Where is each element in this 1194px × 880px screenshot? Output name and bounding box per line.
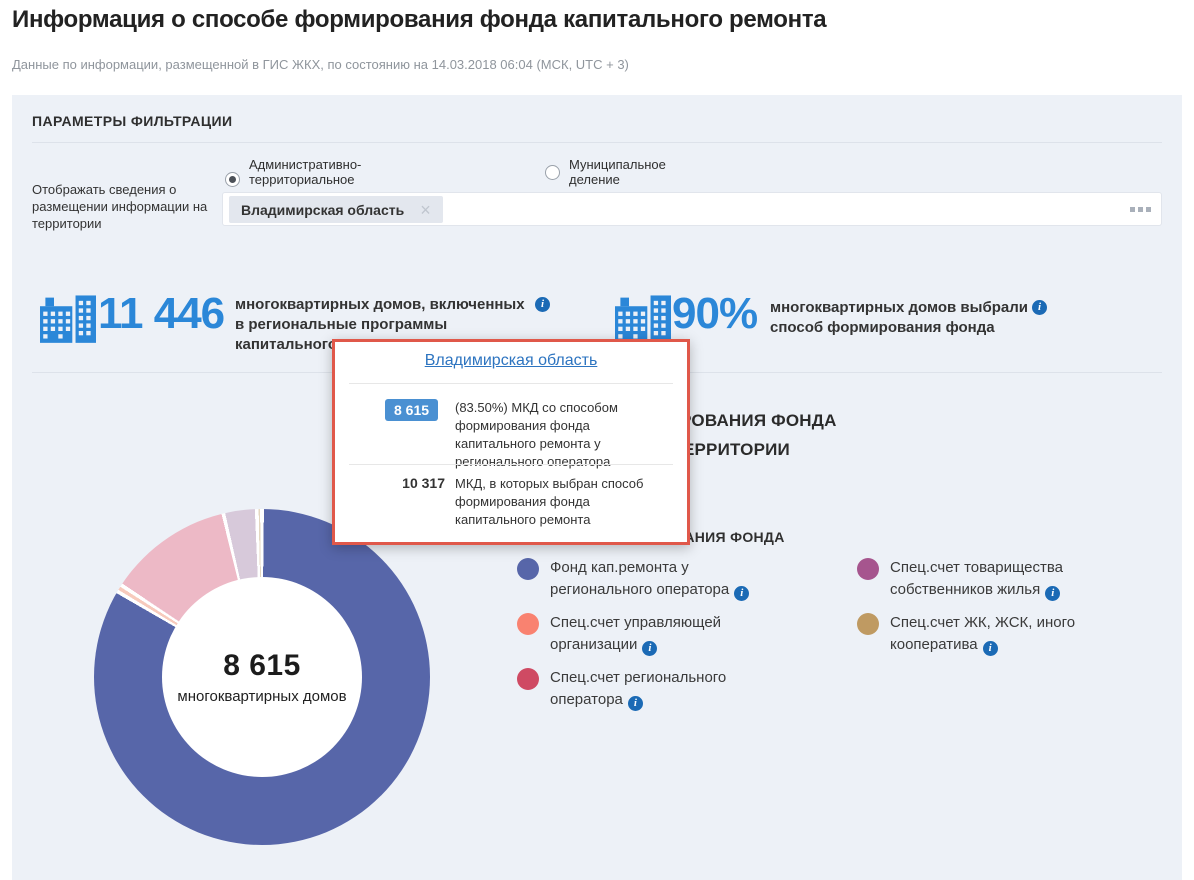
legend-text: Спец.счет ЖК, ЖСК, иного кооператива: [890, 614, 1076, 653]
info-icon[interactable]: i: [1032, 300, 1047, 315]
legend-label: Спец.счет управляющей организации i: [550, 612, 780, 656]
legend-text: Спец.счет регионального оператора: [550, 669, 727, 708]
more-options-icon[interactable]: [1130, 207, 1151, 212]
divider: [349, 464, 673, 465]
stat-line: многоквартирных домов, включенных: [235, 296, 525, 313]
stat-line: в региональные программы: [235, 316, 448, 333]
territory-tag[interactable]: Владимирская область ×: [229, 196, 443, 223]
info-icon[interactable]: i: [1045, 586, 1061, 601]
legend-text: Спец.счет управляющей организации: [550, 614, 722, 653]
radio-icon[interactable]: [225, 172, 240, 187]
info-icon[interactable]: i: [642, 641, 658, 656]
region-tooltip: Владимирская область 8 615 (83.50%) МКД …: [332, 339, 690, 545]
stat-included-value: 11 446: [98, 289, 225, 338]
buildings-icon: [40, 295, 96, 343]
close-icon[interactable]: ×: [420, 199, 431, 220]
legend-label: Спец.счет ЖК, ЖСК, иного кооператива i: [890, 612, 1120, 656]
stat-chosen-description: многоквартирных домов выбрали способ фор…: [770, 298, 1070, 338]
stat-line: способ формирования фонда: [770, 319, 995, 336]
page-subtitle: Данные по информации, размещенной в ГИС …: [12, 57, 629, 72]
legend-item-managing-org-account: Спец.счет управляющей организации i: [517, 612, 780, 656]
legend-item-coop-account: Спец.счет ЖК, ЖСК, иного кооператива i: [857, 612, 1120, 656]
legend-text: Спец.счет товарищества собственников жил…: [890, 559, 1064, 598]
legend-swatch: [517, 668, 539, 690]
page-title: Информация о способе формирования фонда …: [12, 6, 827, 33]
info-icon[interactable]: i: [627, 696, 643, 711]
divider: [349, 383, 673, 384]
radio-label: Муниципальное деление: [569, 157, 666, 187]
info-icon[interactable]: i: [734, 586, 750, 601]
territory-input[interactable]: Владимирская область ×: [222, 192, 1162, 226]
territory-tag-label: Владимирская область: [241, 201, 405, 218]
content-panel: ПАРАМЕТРЫ ФИЛЬТРАЦИИ Отображать сведения…: [12, 95, 1182, 880]
tooltip-row-text: (83.50%) МКД со способом формирования фо…: [455, 400, 618, 469]
donut-center-value: 8 615: [223, 648, 301, 682]
territory-display-label: Отображать сведения о размещении информа…: [32, 182, 208, 231]
legend-item-regional-operator-fund: Фонд кап.ремонта у регионального операто…: [517, 557, 780, 601]
info-icon[interactable]: i: [982, 641, 998, 656]
legend-item-hoa-account: Спец.счет товарищества собственников жил…: [857, 557, 1120, 601]
legend-swatch: [517, 613, 539, 635]
donut-center: 8 615 многоквартирных домов: [162, 577, 362, 777]
stat-chosen-value: 90%: [672, 289, 758, 338]
legend-swatch: [857, 558, 879, 580]
stat-line: многоквартирных домов выбрали: [770, 299, 1028, 316]
radio-icon[interactable]: [545, 164, 560, 180]
filter-panel-heading: ПАРАМЕТРЫ ФИЛЬТРАЦИИ: [32, 113, 233, 129]
donut-chart[interactable]: 8 615 многоквартирных домов: [94, 509, 430, 845]
legend-item-regional-operator-account: Спец.счет регионального оператора i: [517, 667, 780, 711]
buildings-icon: [615, 295, 671, 343]
tooltip-value-badge: 8 615: [385, 399, 439, 421]
legend-label: Фонд кап.ремонта у регионального операто…: [550, 557, 780, 601]
tooltip-row-text: МКД, в которых выбран способ формировани…: [455, 476, 644, 527]
legend-swatch: [857, 613, 879, 635]
radio-municipal[interactable]: Муниципальное деление: [545, 157, 666, 187]
legend-swatch: [517, 558, 539, 580]
legend-label: Спец.счет товарищества собственников жил…: [890, 557, 1120, 601]
divider: [32, 142, 1162, 143]
legend-label: Спец.счет регионального оператора i: [550, 667, 780, 711]
region-link[interactable]: Владимирская область: [424, 352, 598, 369]
legend-text: Фонд кап.ремонта у регионального операто…: [550, 559, 730, 598]
info-icon[interactable]: i: [535, 297, 550, 312]
donut-center-label: многоквартирных домов: [177, 687, 347, 705]
tooltip-value: 10 317: [402, 475, 445, 491]
